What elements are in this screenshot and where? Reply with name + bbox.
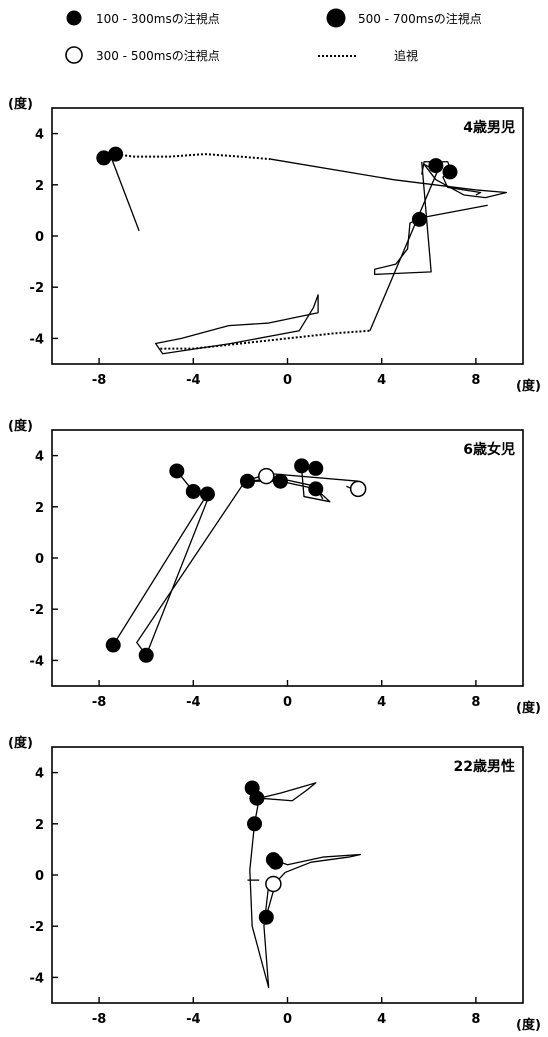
x-tick-label: -4 — [186, 373, 200, 388]
open-circle-icon — [65, 46, 83, 64]
saccade-path — [145, 493, 211, 656]
fixation-point-open — [258, 467, 275, 485]
fixation-point-large — [108, 146, 124, 162]
fixation-point-large — [442, 164, 458, 180]
y-axis-unit-label: (度) — [8, 96, 33, 112]
fixation-point-large — [199, 486, 215, 502]
fixation-point-large — [428, 158, 444, 174]
y-tick-label: 4 — [35, 450, 44, 465]
fixation-point-large — [247, 816, 263, 832]
x-tick-label: 8 — [471, 1012, 480, 1027]
saccade-path — [249, 782, 317, 989]
legend: 100 - 300msの注視点 500 - 700msの注視点 300 - 50… — [0, 0, 548, 80]
panel-title: 6歳女児 — [463, 441, 515, 458]
chart-3: 4 2 0 -2 -4 -8 -4 0 4 8 (度) (度) 22歳男性 — [8, 735, 541, 1033]
x-tick-label: 8 — [471, 695, 480, 710]
y-tick-label: -2 — [30, 920, 44, 935]
fixation-point-large — [268, 854, 284, 870]
y-tick-label: 2 — [35, 818, 44, 833]
y-tick-label: 4 — [35, 767, 44, 782]
fixation-point-large — [239, 473, 255, 489]
x-tick-label: -8 — [92, 373, 106, 388]
y-axis-unit-label: (度) — [8, 735, 33, 751]
y-tick-label: 0 — [35, 552, 44, 567]
saccade-path — [369, 169, 439, 331]
fixation-point-large — [308, 460, 324, 476]
y-tick-label: 0 — [35, 230, 44, 245]
chart-1: 4 2 0 -2 -4 -8 -4 0 4 8 (度) (度) 4歳男児 — [8, 96, 541, 394]
saccade-path — [270, 158, 508, 199]
y-tick-label: 4 — [35, 128, 44, 143]
x-tick-label: 4 — [377, 1012, 386, 1027]
legend-item-100-300ms: 100 - 300msの注視点 — [64, 8, 220, 28]
x-tick-label: -8 — [92, 695, 106, 710]
saccade-path — [110, 156, 140, 232]
y-tick-label: -2 — [30, 603, 44, 618]
fixation-point-large — [294, 458, 310, 474]
plot-frame — [51, 429, 524, 687]
fixation-point-large — [272, 473, 288, 489]
saccade-path — [373, 161, 488, 276]
chart-2: 4 2 0 -2 -4 -8 -4 0 4 8 (度) (度) 6歳女児 — [8, 418, 541, 716]
fixation-point-open — [265, 875, 282, 893]
x-tick-label: 8 — [471, 373, 480, 388]
fixation-point-large — [96, 150, 112, 166]
legend-label-pursuit: 追視 — [394, 48, 419, 63]
x-tick-label: -4 — [186, 695, 200, 710]
fixation-point-large — [169, 463, 185, 479]
fixation-point-large — [138, 647, 154, 663]
x-tick-label: 0 — [283, 373, 292, 388]
fixation-point-large — [258, 909, 274, 925]
x-axis-unit-label: (度) — [516, 700, 541, 716]
y-tick-label: 2 — [35, 179, 44, 194]
fixation-point-large — [105, 637, 121, 653]
plot-frame — [51, 746, 524, 1004]
y-axis-unit-label: (度) — [8, 418, 33, 434]
fixation-point-large — [185, 483, 201, 499]
x-axis-unit-label: (度) — [516, 378, 541, 394]
legend-label-100-300ms: 100 - 300msの注視点 — [96, 11, 220, 26]
saccade-path — [154, 294, 319, 355]
plot-frame — [51, 107, 524, 365]
x-tick-label: 4 — [377, 695, 386, 710]
legend-item-300-500ms: 300 - 500msの注視点 — [64, 45, 220, 65]
x-tick-label: -8 — [92, 1012, 106, 1027]
legend-item-500-700ms: 500 - 700msの注視点 — [326, 8, 482, 28]
filled-circle-large-icon — [326, 8, 346, 28]
x-tick-label: 0 — [283, 695, 292, 710]
legend-item-pursuit: 追視 — [318, 45, 418, 65]
x-axis-unit-label: (度) — [516, 1017, 541, 1033]
y-tick-label: 2 — [35, 501, 44, 516]
legend-label-300-500ms: 300 - 500msの注視点 — [96, 48, 220, 63]
x-tick-label: -4 — [186, 1012, 200, 1027]
pursuit-path — [113, 153, 272, 161]
y-tick-label: -2 — [30, 281, 44, 296]
fixation-point-large — [411, 211, 427, 227]
dotted-line-icon — [318, 55, 358, 57]
x-tick-label: 4 — [377, 373, 386, 388]
x-tick-label: 0 — [283, 1012, 292, 1027]
panel-title: 22歳男性 — [454, 758, 515, 775]
legend-label-500-700ms: 500 - 700msの注視点 — [358, 11, 482, 26]
pursuit-path — [160, 329, 370, 350]
y-tick-label: -4 — [30, 332, 44, 347]
panel-title: 4歳男児 — [463, 119, 515, 136]
fixation-point-open — [349, 480, 367, 498]
fixation-point-large — [308, 481, 324, 497]
filled-circle-small-icon — [66, 10, 82, 26]
y-tick-label: -4 — [30, 971, 44, 986]
y-tick-label: 0 — [35, 869, 44, 884]
y-tick-label: -4 — [30, 654, 44, 669]
fixation-point-large — [249, 790, 265, 806]
